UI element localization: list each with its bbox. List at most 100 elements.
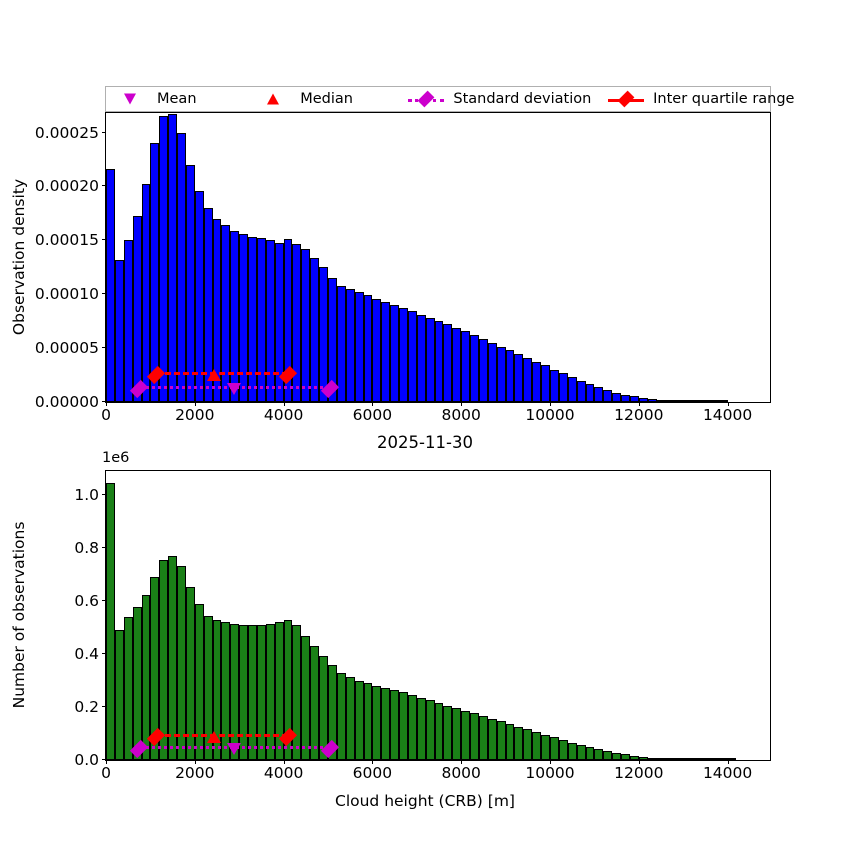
histogram-bar — [239, 233, 249, 402]
histogram-bar — [718, 400, 728, 402]
histogram-bar — [310, 646, 320, 760]
legend-label: Median — [300, 90, 353, 107]
histogram-bar — [612, 752, 622, 760]
legend-marker-icon — [112, 90, 148, 108]
histogram-bar — [603, 751, 613, 760]
histogram-bar — [629, 755, 639, 760]
histogram-bar — [301, 248, 311, 402]
x-axis-tick-label: 2000 — [175, 764, 215, 782]
histogram-bar — [274, 242, 284, 402]
histogram-bar — [478, 716, 488, 760]
legend-label: Mean — [157, 90, 197, 107]
histogram-bar — [550, 737, 559, 760]
x-axis-tick-label: 4000 — [263, 764, 304, 782]
histogram-bar — [159, 116, 169, 402]
histogram-bar — [478, 338, 488, 402]
histogram-bar — [461, 710, 471, 760]
histogram-bar — [132, 215, 142, 402]
x-axis-tick-label: 2000 — [175, 406, 215, 424]
y-axis-tick — [102, 759, 106, 760]
histogram-bar — [390, 305, 400, 402]
histogram-bar — [354, 680, 364, 760]
x-axis-tick — [550, 760, 551, 764]
x-axis-tick — [461, 402, 463, 406]
histogram-bar — [709, 400, 719, 402]
number-of-observations-plot-area — [106, 471, 770, 760]
y-axis-tick — [102, 185, 106, 187]
histogram-bar — [390, 690, 400, 760]
y-axis-tick — [102, 239, 106, 241]
y-axis-tick-label: 0.0 — [74, 750, 99, 769]
x-axis-tick — [106, 402, 107, 406]
histogram-bar — [496, 721, 506, 760]
histogram-bar — [168, 556, 178, 760]
histogram-bar — [399, 692, 408, 760]
histogram-bar — [443, 705, 453, 760]
histogram-bar — [123, 617, 133, 760]
histogram-bar — [363, 295, 373, 402]
legend-label: Inter quartile range — [653, 90, 795, 107]
x-axis-tick-label: 12000 — [614, 406, 664, 424]
histogram-bar — [425, 700, 435, 760]
histogram-bar — [106, 482, 115, 760]
histogram-bar — [541, 734, 550, 760]
histogram-bar — [328, 664, 337, 760]
x-axis-label: Cloud height (CRB) [m] — [335, 792, 515, 810]
histogram-bar — [283, 619, 293, 760]
x-axis-tick — [638, 402, 640, 406]
histogram-bar — [407, 694, 417, 760]
histogram-bar — [585, 384, 595, 402]
x-axis-tick — [283, 760, 285, 764]
y-axis-tick-label: 0.00010 — [34, 284, 99, 303]
histogram-bar — [452, 327, 462, 402]
histogram-bar — [292, 243, 302, 402]
y-axis-tick-label: 0.00005 — [34, 338, 99, 357]
histogram-bar — [576, 744, 586, 760]
y-axis-tick-label: 0.8 — [74, 539, 99, 558]
histogram-bar — [443, 324, 453, 402]
histogram-bar — [407, 311, 417, 402]
x-axis-tick-label: 0 — [101, 406, 111, 424]
histogram-bar — [230, 623, 240, 760]
histogram-bar — [265, 240, 275, 402]
x-axis-tick — [283, 402, 285, 406]
histogram-bar — [363, 683, 373, 760]
number-of-observations-axes: 0 2000 4000 6000 8000 10000 12000 14000 0.0 0.2 0.… — [74, 470, 771, 781]
histogram-bar — [621, 754, 630, 760]
y-axis-tick — [102, 494, 106, 496]
histogram-bar — [301, 635, 311, 760]
histogram-bar — [523, 357, 533, 402]
histogram-bar — [700, 758, 710, 760]
legend-entry: Inter quartile range — [608, 90, 794, 108]
histogram-bar — [416, 697, 426, 760]
histogram-bar — [354, 292, 364, 402]
legend-marker-icon — [255, 90, 291, 108]
histogram-bar — [372, 298, 382, 402]
histogram-bar — [461, 331, 471, 402]
histogram-bar — [177, 565, 186, 760]
histogram-bar — [372, 685, 382, 760]
histogram-bar — [514, 726, 524, 760]
x-axis-tick-label: 14000 — [702, 406, 753, 424]
histogram-bar — [185, 586, 195, 760]
x-axis-tick — [194, 402, 196, 406]
histogram-bar — [194, 603, 204, 760]
histogram-bar — [487, 718, 497, 760]
y-axis-tick-label: 0.00020 — [34, 177, 99, 196]
iqr-line — [155, 734, 289, 738]
histogram-bar — [665, 400, 675, 402]
x-axis-tick — [194, 760, 196, 764]
histogram-bar — [621, 394, 630, 402]
median-marker-icon — [206, 368, 221, 381]
histogram-bar — [159, 560, 169, 760]
histogram-bar — [150, 577, 160, 760]
histogram-bar — [381, 688, 391, 760]
histogram-bar — [248, 237, 257, 402]
x-axis-tick-label: 8000 — [441, 406, 481, 424]
histogram-bar — [585, 747, 595, 760]
histogram-bar — [123, 240, 133, 402]
histogram-bar — [505, 350, 515, 402]
range-endpoint-marker-icon — [417, 90, 435, 108]
x-axis-tick — [638, 760, 640, 764]
